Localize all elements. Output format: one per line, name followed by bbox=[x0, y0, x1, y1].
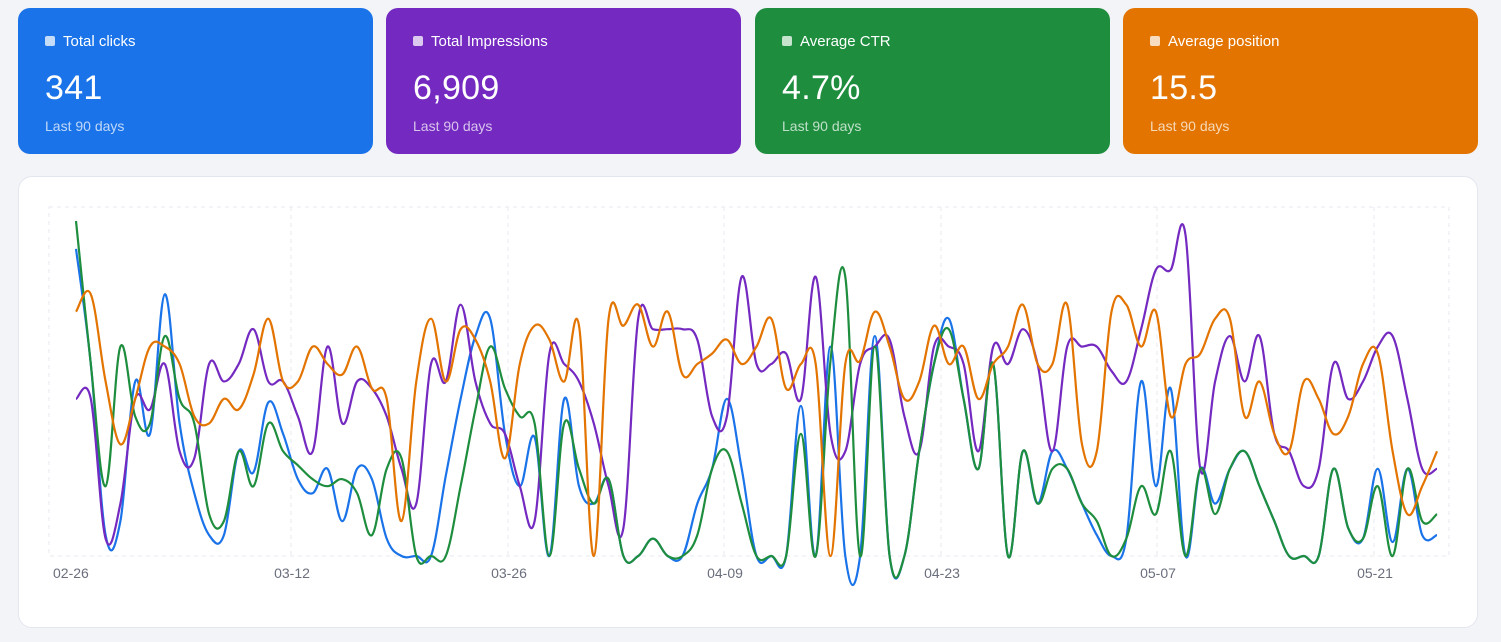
checkbox-icon[interactable] bbox=[782, 36, 792, 46]
card-label: Average CTR bbox=[800, 32, 891, 50]
x-tick-label: 02-26 bbox=[53, 565, 89, 581]
checkbox-icon[interactable] bbox=[1150, 36, 1160, 46]
ctr-series-line bbox=[74, 220, 1438, 579]
x-tick-label: 04-09 bbox=[707, 565, 743, 581]
card-subtitle: Last 90 days bbox=[782, 118, 862, 134]
plot-border bbox=[48, 206, 1450, 557]
card-value: 6,909 bbox=[413, 69, 500, 107]
clicks-series-line bbox=[74, 248, 1438, 587]
performance-line-chart[interactable]: 02-26 03-12 03-26 04-09 04-23 05-07 05-21 bbox=[19, 177, 1479, 629]
x-axis-ticks: 02-26 03-12 03-26 04-09 04-23 05-07 05-21 bbox=[53, 565, 1393, 581]
x-tick-label: 04-23 bbox=[924, 565, 960, 581]
chart-grid bbox=[48, 206, 1450, 557]
position-series-line bbox=[75, 290, 1439, 558]
metric-cards: Total clicks 341 Last 90 days Total Impr… bbox=[18, 8, 1478, 154]
x-tick-label: 03-12 bbox=[274, 565, 310, 581]
card-label: Total clicks bbox=[63, 32, 136, 50]
card-label: Average position bbox=[1168, 32, 1280, 50]
card-subtitle: Last 90 days bbox=[413, 118, 493, 134]
x-tick-label: 05-07 bbox=[1140, 565, 1176, 581]
total-clicks-card[interactable]: Total clicks 341 Last 90 days bbox=[18, 8, 373, 154]
card-value: 341 bbox=[45, 69, 103, 107]
impressions-series-line bbox=[74, 223, 1438, 546]
card-value: 15.5 bbox=[1150, 69, 1218, 107]
total-impressions-card[interactable]: Total Impressions 6,909 Last 90 days bbox=[386, 8, 741, 154]
average-ctr-card[interactable]: Average CTR 4.7% Last 90 days bbox=[755, 8, 1110, 154]
checkbox-icon[interactable] bbox=[413, 36, 423, 46]
card-subtitle: Last 90 days bbox=[1150, 118, 1230, 134]
card-label: Total Impressions bbox=[431, 32, 548, 50]
card-value: 4.7% bbox=[782, 69, 861, 107]
performance-chart-panel: 02-26 03-12 03-26 04-09 04-23 05-07 05-21 bbox=[18, 176, 1478, 628]
checkbox-icon[interactable] bbox=[45, 36, 55, 46]
x-tick-label: 03-26 bbox=[491, 565, 527, 581]
x-tick-label: 05-21 bbox=[1357, 565, 1393, 581]
chart-series bbox=[74, 220, 1439, 587]
average-position-card[interactable]: Average position 15.5 Last 90 days bbox=[1123, 8, 1478, 154]
card-subtitle: Last 90 days bbox=[45, 118, 125, 134]
